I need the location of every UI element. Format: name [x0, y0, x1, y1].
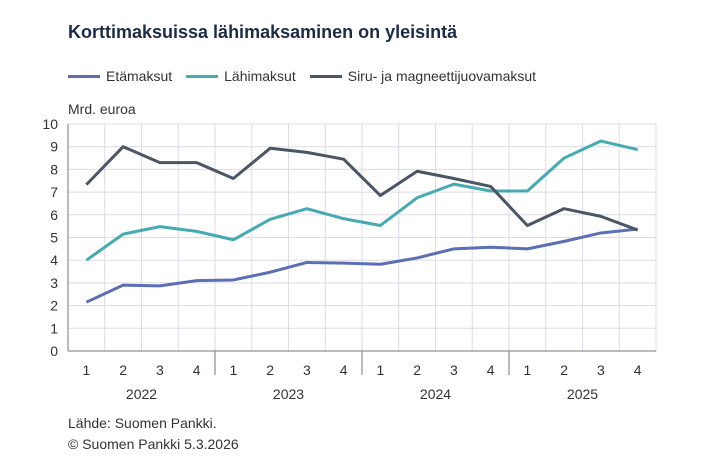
legend-item: Etämaksut [68, 68, 172, 84]
x-tick-label: 1 [229, 362, 237, 378]
legend-swatch [186, 74, 219, 78]
y-tick-label: 3 [50, 275, 58, 291]
source-note: Lähde: Suomen Pankki. [68, 415, 217, 431]
x-tick-label: 2 [413, 362, 421, 378]
y-tick-label: 8 [50, 161, 58, 177]
legend-label: Lähimaksut [224, 68, 296, 84]
y-tick-label: 9 [50, 139, 58, 155]
x-tick-label: 2 [119, 362, 127, 378]
year-label: 2022 [126, 386, 157, 402]
x-tick-label: 3 [156, 362, 164, 378]
y-tick-label: 4 [50, 252, 58, 268]
series-line-etämaksut [85, 227, 638, 304]
year-label: 2023 [273, 386, 304, 402]
x-tick-label: 4 [487, 362, 495, 378]
legend-swatch [309, 74, 342, 78]
year-label: 2025 [567, 386, 598, 402]
x-tick-label: 2 [560, 362, 568, 378]
y-axis-label: Mrd. euroa [68, 101, 136, 117]
x-tick-label: 3 [597, 362, 605, 378]
y-tick-label: 5 [50, 230, 58, 246]
x-tick-label: 2 [266, 362, 274, 378]
chart-title: Korttimaksuissa lähimaksaminen on yleisi… [68, 22, 458, 42]
x-tick-label: 3 [303, 362, 311, 378]
x-tick-label: 1 [523, 362, 531, 378]
y-tick-label: 1 [50, 320, 58, 336]
y-tick-label: 2 [50, 298, 58, 314]
x-tick-label: 1 [82, 362, 90, 378]
x-tick-label: 4 [193, 362, 201, 378]
legend-label: Siru- ja magneettijuovamaksut [347, 68, 537, 84]
y-tick-label: 6 [50, 207, 58, 223]
legend-swatch [68, 74, 100, 78]
legend-item: Siru- ja magneettijuovamaksut [309, 68, 537, 84]
y-tick-label: 0 [50, 343, 58, 359]
legend-item: Lähimaksut [186, 68, 296, 84]
series-line-lähimaksut [85, 139, 638, 262]
legend-label: Etämaksut [106, 68, 173, 84]
year-label: 2024 [420, 386, 451, 402]
x-tick-label: 4 [340, 362, 348, 378]
x-tick-label: 4 [634, 362, 642, 378]
y-tick-label: 7 [50, 184, 58, 200]
copyright-note: © Suomen Pankki 5.3.2026 [68, 436, 239, 452]
legend: Etämaksut Lähimaksut Siru- ja magneettij… [68, 68, 536, 84]
y-tick-label: 10 [42, 116, 58, 132]
series-line-siru- [85, 145, 639, 232]
x-tick-label: 1 [376, 362, 384, 378]
x-tick-label: 3 [450, 362, 458, 378]
